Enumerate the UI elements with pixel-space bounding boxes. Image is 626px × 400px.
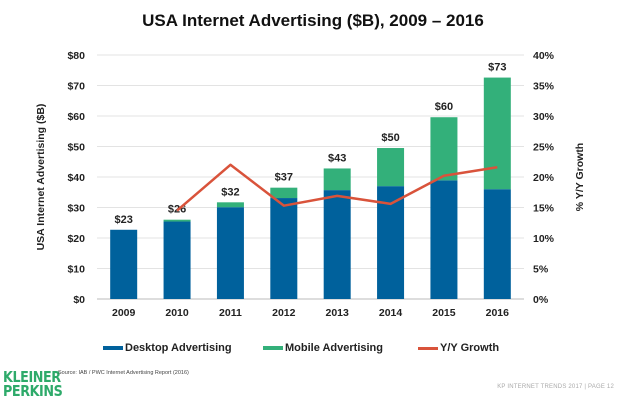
y-tick-label-right: 35% (533, 81, 555, 93)
bars (110, 77, 511, 299)
y-tick-label-left: $0 (73, 294, 85, 306)
y-tick-label-right: 40% (533, 50, 555, 62)
x-tick-label: 2012 (272, 307, 296, 319)
bar-desktop-advertising2009 (110, 229, 138, 299)
logo-line-2: PERKINS (3, 382, 63, 400)
y-tick-label-right: 10% (533, 233, 555, 245)
legend-swatch-mobile (263, 346, 283, 350)
y-axis-label-right: % Y/Y Growth (574, 143, 586, 211)
x-tick-label: 2016 (486, 307, 510, 319)
total-label: $60 (435, 101, 453, 113)
y-tick-label-left: $30 (67, 203, 85, 215)
gridlines (97, 54, 524, 300)
x-tick-label: 2015 (432, 307, 456, 319)
legend-item-desktop: Desktop Advertising (103, 342, 232, 354)
y-tick-label-right: 15% (533, 203, 555, 215)
bar-desktop-advertising2016 (483, 189, 511, 299)
data-labels: $23$26$32$37$43$50$60$73 (115, 62, 507, 226)
y-tick-label-left: $50 (67, 142, 85, 154)
bar-mobile-advertising2014 (377, 148, 405, 187)
x-tick-label: 2011 (219, 307, 242, 319)
bar-desktop-advertising2012 (270, 198, 298, 299)
y-tick-label-left: $40 (67, 172, 85, 184)
bar-mobile-advertising2013 (323, 168, 351, 191)
total-label: $43 (328, 152, 346, 164)
y-tick-label-right: 0% (533, 294, 549, 306)
bar-desktop-advertising2013 (323, 190, 351, 299)
bar-desktop-advertising2010 (163, 221, 191, 299)
y-tick-label-left: $80 (67, 50, 85, 62)
legend-label-growth: Y/Y Growth (440, 342, 500, 354)
y-axis-left: $0 $10 $20 $30 $40 $50 $60 $70 $80 (67, 50, 85, 306)
total-label: $32 (221, 186, 239, 198)
total-label: $73 (488, 62, 506, 74)
bar-mobile-advertising2012 (270, 187, 298, 199)
y-tick-label-right: 5% (533, 264, 549, 276)
bar-desktop-advertising2015 (430, 180, 458, 299)
legend-label-mobile: Mobile Advertising (285, 342, 383, 354)
page-footer: KP INTERNET TRENDS 2017 | PAGE 12 (497, 384, 614, 390)
y-tick-label-left: $70 (67, 81, 85, 93)
x-axis: 2009 2010 2011 2012 2013 2014 2015 2016 (112, 307, 509, 319)
bar-mobile-advertising2016 (483, 77, 511, 190)
y-tick-label-left: $60 (67, 111, 85, 123)
y-tick-label-right: 25% (533, 142, 555, 154)
y-tick-label-left: $20 (67, 233, 85, 245)
legend-item-mobile: Mobile Advertising (263, 342, 383, 354)
legend-swatch-growth (418, 346, 438, 350)
y-tick-label-right: 30% (533, 111, 555, 123)
total-label: $37 (275, 172, 293, 184)
logo-line-1: KLEINER (3, 368, 61, 386)
total-label: $23 (115, 214, 133, 226)
bar-mobile-advertising2010 (163, 219, 191, 222)
legend-label-desktop: Desktop Advertising (125, 342, 232, 354)
x-tick-label: 2014 (379, 307, 403, 319)
legend-item-growth: Y/Y Growth (418, 342, 499, 354)
source-note: Source: IAB / PWC Internet Advertising R… (58, 370, 189, 376)
total-label: $50 (381, 132, 399, 144)
legend-swatch-desktop (103, 346, 123, 350)
bar-mobile-advertising2011 (216, 202, 244, 208)
y-axis-label-left: USA Internet Advertising ($B) (35, 104, 47, 251)
y-tick-label-right: 20% (533, 172, 555, 184)
y-tick-label-left: $10 (67, 264, 85, 276)
bar-desktop-advertising2011 (216, 207, 244, 299)
chart: USA Internet Advertising ($B), 2009 – 20… (35, 11, 586, 319)
chart-title: USA Internet Advertising ($B), 2009 – 20… (142, 11, 484, 30)
y-axis-right: 0% 5% 10% 15% 20% 25% 30% 35% 40% (533, 50, 555, 306)
growth-line (176, 163, 498, 212)
x-tick-label: 2009 (112, 307, 136, 319)
legend: Desktop Advertising Mobile Advertising Y… (0, 342, 626, 358)
x-tick-label: 2013 (326, 307, 350, 319)
kleiner-perkins-logo: KLEINER PERKINS (3, 368, 63, 400)
x-tick-label: 2010 (165, 307, 189, 319)
bar-mobile-advertising2015 (430, 117, 458, 181)
